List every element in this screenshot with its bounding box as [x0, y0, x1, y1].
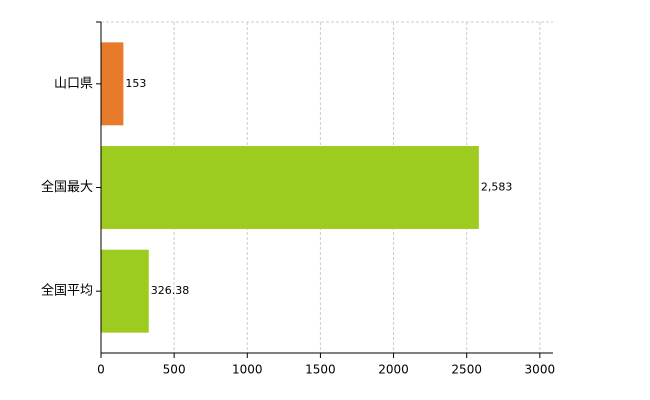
bar	[101, 146, 479, 229]
bar	[101, 249, 149, 333]
x-tick-label: 0	[97, 363, 105, 377]
x-tick-label: 1000	[232, 363, 263, 377]
bar	[101, 42, 124, 126]
y-tick-label: 山口県	[54, 76, 93, 91]
x-tick-label: 2000	[378, 363, 409, 377]
x-tick-label: 500	[163, 363, 186, 377]
value-label: 2,583	[481, 181, 513, 194]
y-tick-label: 全国最大	[41, 179, 93, 195]
x-tick-label: 2500	[451, 363, 482, 377]
y-tick-label: 全国平均	[41, 283, 93, 299]
x-tick-label: 3000	[525, 363, 556, 377]
x-tick-label: 1500	[305, 363, 336, 377]
value-label: 153	[125, 77, 146, 90]
value-label: 326.38	[151, 284, 190, 297]
